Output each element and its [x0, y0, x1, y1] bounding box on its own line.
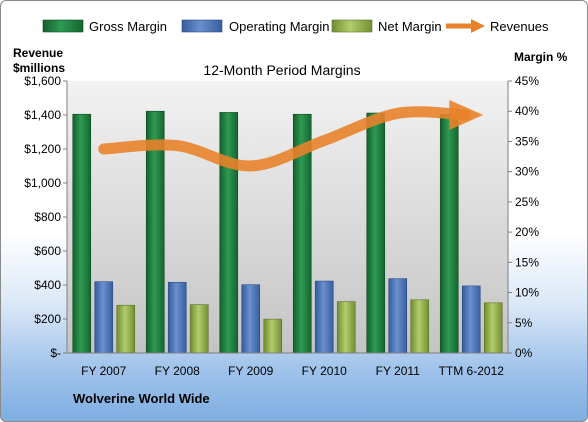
- right-tick-label-3: 15%: [515, 255, 539, 269]
- right-tick-label-7: 35%: [515, 134, 539, 148]
- right-tick-label-8: 40%: [515, 104, 539, 118]
- bar-gross-margin-5: [439, 113, 459, 354]
- legend-label-net-margin: Net Margin: [378, 19, 442, 34]
- x-tick-label-2: FY 2009: [228, 364, 273, 378]
- footer-company-name: Wolverine World Wide: [73, 391, 210, 406]
- left-axis-label-line2: $millions: [13, 61, 65, 75]
- right-tick-label-2: 10%: [515, 286, 539, 300]
- left-tick-label-4: $800: [34, 210, 61, 224]
- bar-gross-margin-0: [72, 113, 92, 354]
- bar-gross-margin-2: [219, 112, 239, 354]
- legend-swatch-gross-margin: [42, 19, 84, 33]
- plot-area: [67, 81, 508, 353]
- left-axis-label-line1: Revenue: [13, 46, 63, 60]
- bar-net-margin-1: [189, 304, 209, 354]
- left-tick-label-8: $1,600: [24, 74, 61, 88]
- legend-swatch-net-margin: [331, 19, 373, 33]
- legend-label-gross-margin: Gross Margin: [89, 19, 167, 34]
- left-tick-label-6: $1,200: [24, 142, 61, 156]
- legend: Gross Margin Operating Margin Net Margin…: [42, 19, 549, 34]
- revenue-line-layer: [98, 100, 484, 172]
- right-tick-label-1: 5%: [515, 316, 533, 330]
- bar-net-margin-0: [116, 304, 136, 354]
- left-tick-label-0: $-: [50, 346, 61, 360]
- left-tick-label-1: $200: [34, 312, 61, 326]
- revenue-line-arrowhead: [449, 100, 484, 130]
- bar-net-margin-3: [336, 301, 356, 354]
- bar-operating-margin-4: [388, 278, 408, 354]
- axes-layer: $- $200 $400 $600 $800 $1,000 $1,200 $1,400 $1,6…: [24, 74, 539, 378]
- legend-label-operating-margin: Operating Margin: [229, 19, 329, 34]
- right-tick-label-4: 20%: [515, 225, 539, 239]
- x-tick-label-4: FY 2011: [376, 364, 421, 378]
- legend-label-revenues: Revenues: [490, 19, 549, 34]
- bar-gross-margin-4: [366, 112, 386, 354]
- legend-swatch-revenues: [446, 19, 485, 33]
- x-tick-label-5: TTM 6-2012: [439, 364, 505, 378]
- right-tick-label-0: 0%: [515, 346, 533, 360]
- right-axis-label: Margin %: [514, 50, 568, 64]
- bar-operating-margin-2: [241, 284, 261, 354]
- right-tick-label-6: 30%: [515, 165, 539, 179]
- x-tick-label-0: FY 2007: [81, 364, 126, 378]
- left-tick-label-2: $400: [34, 278, 61, 292]
- bar-net-margin-5: [483, 302, 503, 354]
- x-tick-label-1: FY 2008: [155, 364, 200, 378]
- chart-title: 12-Month Period Margins: [203, 62, 360, 78]
- bar-operating-margin-5: [461, 285, 481, 354]
- left-tick-label-5: $1,000: [24, 176, 61, 190]
- bar-operating-margin-3: [314, 280, 334, 354]
- bar-net-margin-4: [410, 299, 430, 354]
- right-tick-label-9: 45%: [515, 74, 539, 88]
- right-tick-label-5: 25%: [515, 195, 539, 209]
- left-tick-label-3: $600: [34, 244, 61, 258]
- revenue-line: [98, 106, 471, 172]
- bar-operating-margin-1: [167, 281, 187, 354]
- bars-layer: [72, 110, 503, 354]
- legend-swatch-operating-margin: [181, 19, 223, 33]
- left-tick-label-7: $1,400: [24, 108, 61, 122]
- bar-net-margin-2: [263, 318, 283, 354]
- bar-operating-margin-0: [94, 281, 114, 354]
- x-tick-label-3: FY 2010: [302, 364, 347, 378]
